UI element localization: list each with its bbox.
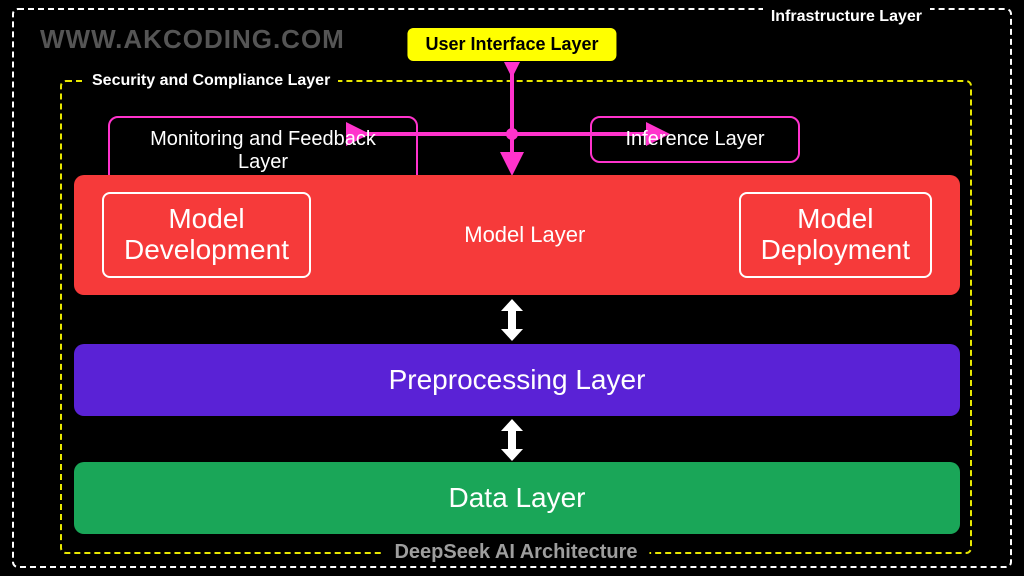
- data-layer: Data Layer: [74, 462, 960, 534]
- security-label: Security and Compliance Layer: [84, 72, 338, 90]
- model-layer: ModelDevelopment Model Layer ModelDeploy…: [74, 175, 960, 295]
- model-development-box: ModelDevelopment: [102, 192, 311, 278]
- diagram-title: DeepSeek AI Architecture: [382, 541, 649, 564]
- model-layer-label: Model Layer: [464, 222, 585, 248]
- preprocessing-label: Preprocessing Layer: [389, 364, 646, 396]
- preprocessing-layer: Preprocessing Layer: [74, 344, 960, 416]
- model-development-label: ModelDevelopment: [124, 203, 289, 265]
- model-deployment-box: ModelDeployment: [739, 192, 932, 278]
- inference-box: Inference Layer: [590, 116, 800, 163]
- infrastructure-label: Infrastructure Layer: [763, 8, 930, 26]
- ui-layer-box: User Interface Layer: [407, 28, 616, 61]
- model-deployment-label: ModelDeployment: [761, 203, 910, 265]
- data-layer-label: Data Layer: [449, 482, 586, 514]
- watermark: WWW.AKCODING.COM: [40, 24, 345, 55]
